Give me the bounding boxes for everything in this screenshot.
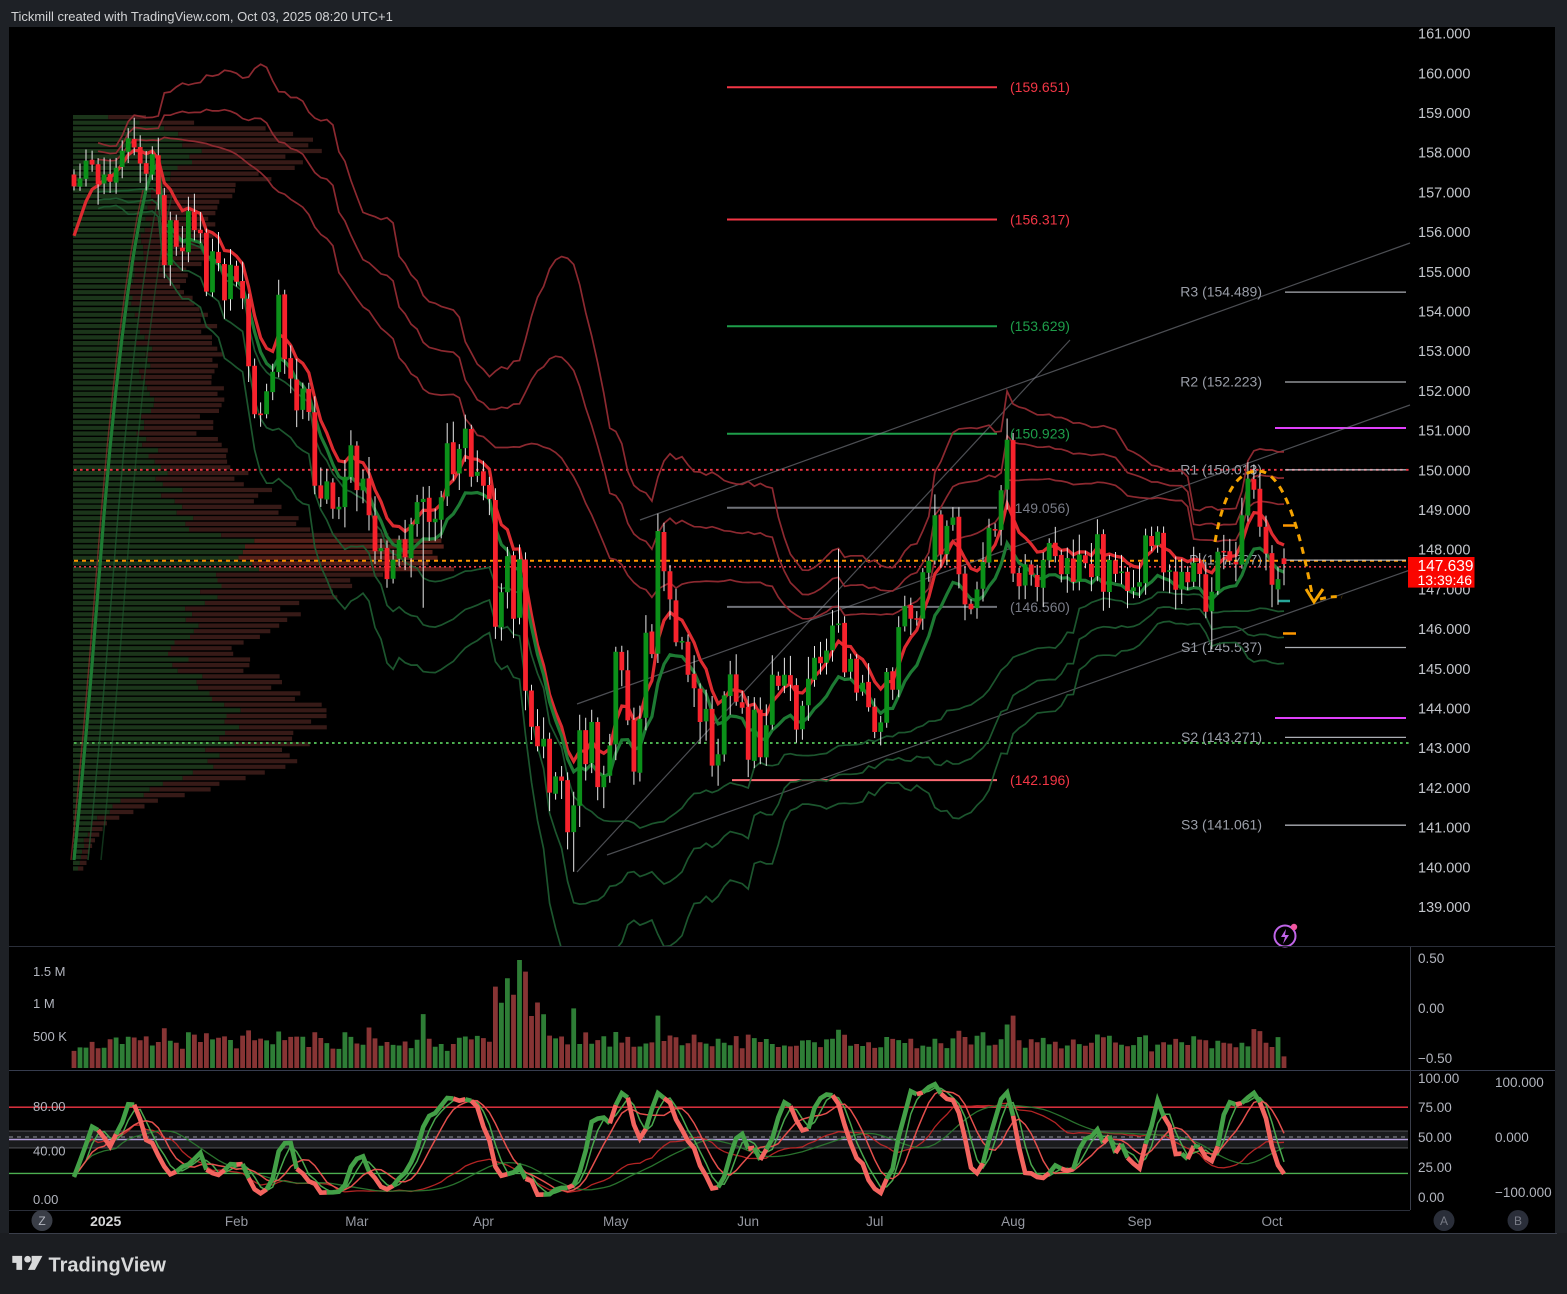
svg-text:50.00: 50.00 <box>1418 1130 1452 1145</box>
svg-text:Z: Z <box>38 1214 45 1228</box>
svg-text:153.000: 153.000 <box>1418 344 1470 360</box>
svg-text:TradingView: TradingView <box>49 1255 167 1277</box>
svg-text:145.000: 145.000 <box>1418 662 1470 678</box>
svg-text:Tickmill created with TradingV: Tickmill created with TradingView.com, O… <box>11 9 393 24</box>
svg-text:156.000: 156.000 <box>1418 225 1470 241</box>
svg-text:160.000: 160.000 <box>1418 66 1470 82</box>
svg-text:(156.317): (156.317) <box>1010 212 1070 228</box>
svg-text:151.000: 151.000 <box>1418 424 1470 440</box>
svg-text:158.000: 158.000 <box>1418 146 1470 162</box>
svg-text:144.000: 144.000 <box>1418 702 1470 718</box>
svg-text:Apr: Apr <box>473 1214 495 1229</box>
svg-text:R3 (154.489): R3 (154.489) <box>1180 284 1262 300</box>
svg-text:−0.50: −0.50 <box>1418 1051 1452 1066</box>
svg-text:0.00: 0.00 <box>1418 1001 1444 1016</box>
svg-text:148.000: 148.000 <box>1418 543 1470 559</box>
svg-text:0.50: 0.50 <box>1418 951 1444 966</box>
svg-text:A: A <box>1440 1214 1448 1228</box>
svg-text:141.000: 141.000 <box>1418 821 1470 837</box>
svg-text:142.000: 142.000 <box>1418 781 1470 797</box>
svg-text:1 M: 1 M <box>33 996 55 1011</box>
svg-text:500 K: 500 K <box>33 1029 67 1044</box>
svg-text:161.000: 161.000 <box>1418 27 1470 43</box>
svg-text:155.000: 155.000 <box>1418 265 1470 281</box>
svg-text:100.000: 100.000 <box>1495 1075 1544 1090</box>
svg-text:(159.651): (159.651) <box>1010 79 1070 95</box>
svg-text:1.5 M: 1.5 M <box>33 964 66 979</box>
svg-text:40.00: 40.00 <box>33 1144 66 1159</box>
svg-text:157.000: 157.000 <box>1418 185 1470 201</box>
svg-text:100.00: 100.00 <box>1418 1071 1459 1086</box>
svg-text:(142.196): (142.196) <box>1010 772 1070 788</box>
svg-text:(153.629): (153.629) <box>1010 318 1070 334</box>
svg-text:75.00: 75.00 <box>1418 1100 1452 1115</box>
svg-text:Aug: Aug <box>1001 1214 1025 1229</box>
svg-text:S1 (145.537): S1 (145.537) <box>1181 639 1262 655</box>
svg-text:143.000: 143.000 <box>1418 741 1470 757</box>
svg-text:147.639: 147.639 <box>1418 558 1474 575</box>
svg-text:2025: 2025 <box>90 1213 121 1229</box>
svg-text:Jun: Jun <box>737 1214 759 1229</box>
svg-text:Oct: Oct <box>1261 1214 1282 1229</box>
svg-text:152.000: 152.000 <box>1418 384 1470 400</box>
svg-text:0.00: 0.00 <box>1418 1190 1444 1205</box>
svg-text:159.000: 159.000 <box>1418 106 1470 122</box>
svg-text:13:39:46: 13:39:46 <box>1418 572 1473 588</box>
svg-text:Mar: Mar <box>345 1214 369 1229</box>
svg-text:140.000: 140.000 <box>1418 860 1470 876</box>
svg-text:−100.000: −100.000 <box>1495 1185 1552 1200</box>
svg-text:80.00: 80.00 <box>33 1099 66 1114</box>
svg-text:154.000: 154.000 <box>1418 305 1470 321</box>
svg-text:139.000: 139.000 <box>1418 900 1470 916</box>
svg-text:(146.560): (146.560) <box>1010 599 1070 615</box>
svg-text:B: B <box>1514 1214 1522 1228</box>
svg-text:(149.056): (149.056) <box>1010 500 1070 516</box>
svg-text:146.000: 146.000 <box>1418 622 1470 638</box>
svg-text:149.000: 149.000 <box>1418 503 1470 519</box>
svg-text:Sep: Sep <box>1127 1214 1151 1229</box>
svg-text:S2 (143.271): S2 (143.271) <box>1181 729 1262 745</box>
svg-text:(150.923): (150.923) <box>1010 426 1070 442</box>
svg-text:Feb: Feb <box>225 1214 248 1229</box>
svg-text:0.000: 0.000 <box>1495 1130 1529 1145</box>
svg-text:R1 (150.013): R1 (150.013) <box>1180 461 1262 477</box>
svg-text:25.00: 25.00 <box>1418 1160 1452 1175</box>
svg-text:0.00: 0.00 <box>33 1192 58 1207</box>
svg-text:S3 (141.061): S3 (141.061) <box>1181 817 1262 833</box>
svg-text:R2 (152.223): R2 (152.223) <box>1180 374 1262 390</box>
svg-text:May: May <box>603 1214 629 1229</box>
svg-text:Jul: Jul <box>866 1214 883 1229</box>
svg-text:150.000: 150.000 <box>1418 463 1470 479</box>
